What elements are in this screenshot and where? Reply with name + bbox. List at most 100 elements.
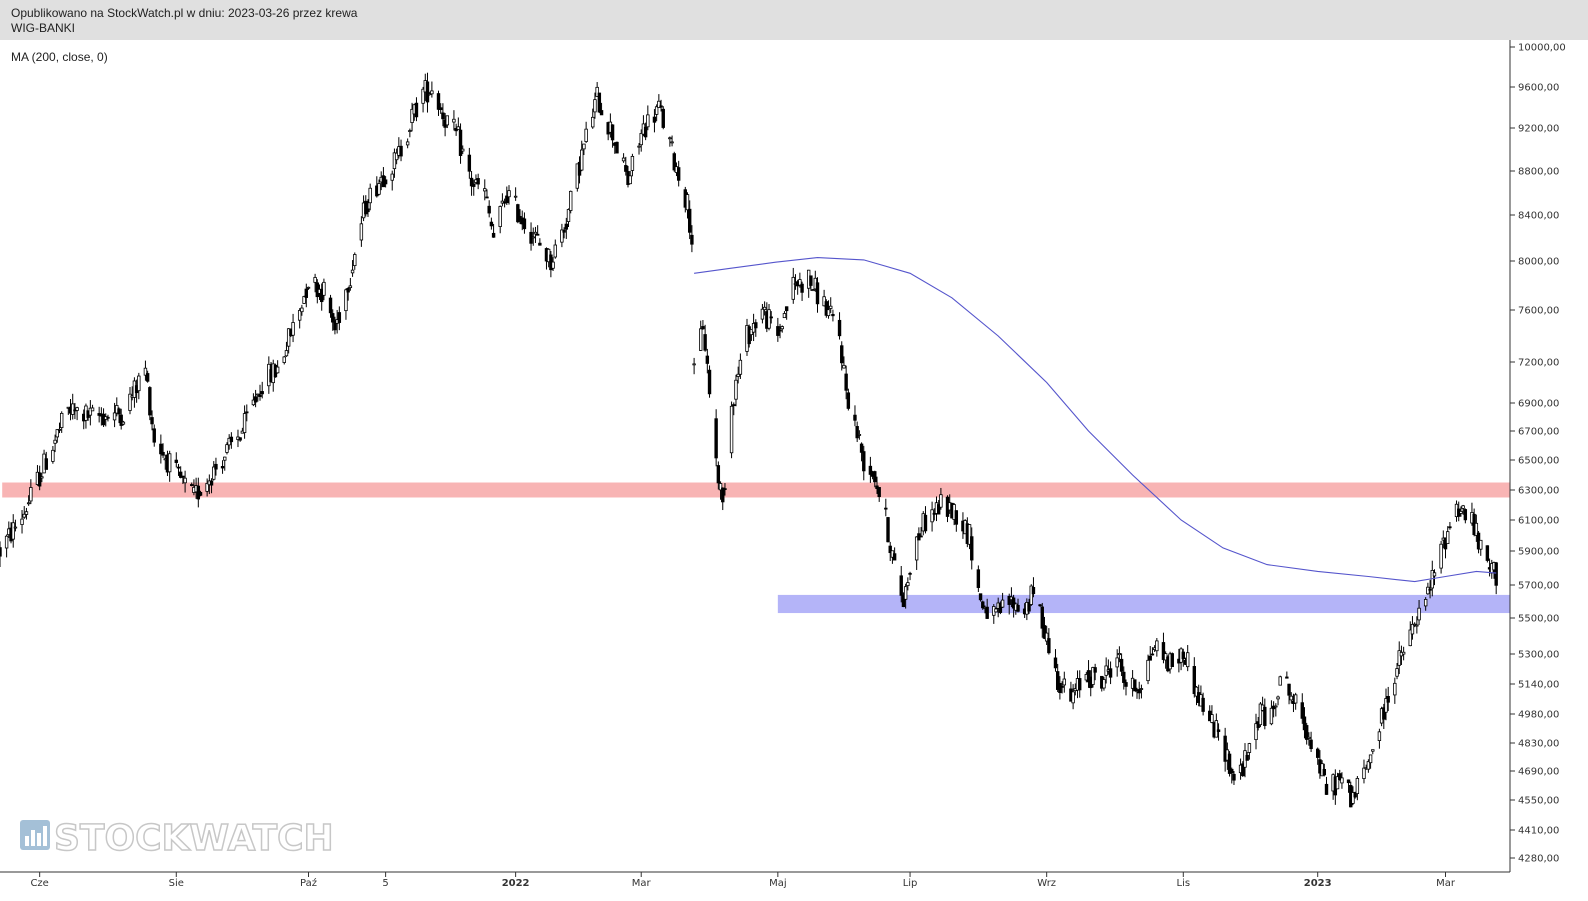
candle [143, 360, 148, 381]
candle [1181, 648, 1185, 667]
candle [798, 272, 802, 288]
candle [128, 387, 132, 415]
candle [346, 286, 350, 301]
candle [1351, 786, 1355, 806]
y-tick-label: 5300,00 [1518, 650, 1559, 661]
candle [1133, 679, 1137, 692]
candle [1062, 671, 1066, 693]
candles-layer [0, 72, 1498, 808]
candle [855, 421, 859, 443]
ma-layer [694, 257, 1497, 583]
candle [1011, 594, 1016, 618]
candle [392, 148, 397, 178]
candle [597, 92, 602, 114]
candle [1417, 600, 1421, 625]
candle [868, 456, 873, 483]
candle [1382, 703, 1386, 730]
candle [672, 151, 676, 172]
candle [901, 592, 906, 608]
candle [394, 148, 399, 165]
candle [621, 153, 626, 163]
zone-support [777, 594, 1510, 614]
zones-layer [2, 482, 1511, 614]
candle [892, 547, 897, 561]
y-tick-label: 4550,00 [1518, 796, 1559, 807]
x-tick-label: Sie [169, 878, 184, 889]
candle [723, 483, 727, 496]
candle [452, 110, 456, 131]
candle [1479, 539, 1483, 556]
candle [862, 445, 866, 481]
candle [762, 301, 767, 316]
candle [1214, 713, 1219, 738]
candle [1278, 675, 1282, 686]
candle [1078, 670, 1082, 698]
candle [1137, 681, 1141, 700]
candle [1304, 722, 1309, 745]
candle [906, 577, 910, 591]
x-tick-label: Paź [300, 877, 317, 889]
candle [1247, 742, 1252, 760]
candle [1353, 791, 1357, 799]
candle [1448, 521, 1452, 530]
candle [1459, 506, 1463, 517]
candle [408, 128, 412, 138]
candle [939, 487, 943, 510]
candle [44, 451, 48, 470]
y-tick-label: 4980,00 [1518, 710, 1559, 721]
candle [1115, 649, 1119, 677]
candle [1117, 646, 1122, 663]
candle [461, 145, 465, 155]
x-tick-label: 2022 [502, 878, 530, 889]
candle [22, 506, 26, 519]
candle [430, 81, 434, 98]
candle [1368, 754, 1373, 769]
candle [1042, 616, 1047, 640]
candle [229, 432, 234, 449]
candle [71, 393, 75, 420]
candle [657, 94, 661, 108]
y-tick-label: 5140,00 [1518, 680, 1559, 691]
candle [491, 223, 496, 238]
candle [485, 189, 489, 199]
candle [840, 341, 844, 371]
y-tick-label: 4280,00 [1518, 854, 1559, 865]
candle [1194, 686, 1199, 706]
candle [469, 171, 474, 196]
candle [112, 402, 117, 428]
candle [1355, 775, 1360, 801]
candle [487, 200, 491, 218]
candle [1300, 693, 1304, 724]
candle [1029, 584, 1033, 607]
candle [242, 405, 247, 439]
candle [1027, 598, 1031, 614]
candle [1007, 593, 1011, 615]
candle [24, 507, 29, 520]
candle [844, 365, 848, 400]
stockwatch-watermark: STOCKWATCH [20, 817, 334, 860]
candle [1485, 545, 1490, 563]
candle [458, 123, 463, 164]
candle [853, 405, 857, 427]
candle [454, 123, 458, 136]
candle [661, 106, 665, 130]
candle [1016, 598, 1020, 613]
candle [566, 208, 571, 228]
candle [205, 478, 209, 497]
candle [368, 183, 372, 211]
candle [690, 225, 694, 253]
candle [575, 163, 580, 192]
candle [1146, 654, 1150, 685]
candle [1053, 649, 1058, 672]
candle [75, 406, 79, 421]
candle [1192, 657, 1197, 698]
candle [11, 514, 15, 548]
y-tick-label: 4830,00 [1518, 739, 1559, 750]
candle [538, 238, 542, 246]
candle [646, 105, 650, 131]
candle [738, 353, 743, 379]
candle [145, 370, 150, 383]
candle [873, 470, 877, 488]
candle [917, 527, 921, 541]
candle [1293, 692, 1298, 710]
